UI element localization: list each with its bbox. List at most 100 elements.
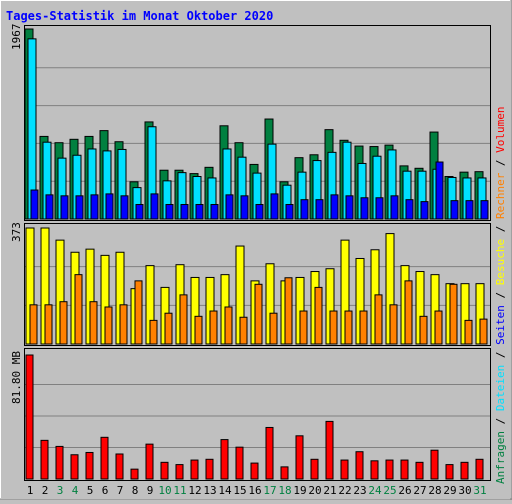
x-tick-label-day-12: 12 xyxy=(188,484,201,497)
legend-separator: / xyxy=(494,285,507,305)
x-tick-label-day-11: 11 xyxy=(173,484,186,497)
x-tick-label-day-19: 19 xyxy=(293,484,306,497)
x-tick-label-day-1: 1 xyxy=(27,484,34,497)
bar-sites-day-4 xyxy=(74,274,83,345)
legend-separator: / xyxy=(494,153,507,173)
panel-hits: 1967 xyxy=(10,24,491,221)
x-tick-label-day-17: 17 xyxy=(263,484,276,497)
x-tick-label-day-9: 9 xyxy=(147,484,154,497)
bar-volume-day-30 xyxy=(460,461,469,480)
bar-pages-day-14 xyxy=(225,194,234,220)
bar-volume-day-21 xyxy=(325,420,334,480)
bar-sites-day-31 xyxy=(479,318,488,345)
bar-volume-day-27 xyxy=(415,461,424,480)
bar-volume-day-9 xyxy=(145,443,154,480)
bar-volume-day-1 xyxy=(25,354,34,480)
bar-pages-day-13 xyxy=(210,204,219,220)
right-legend-vertical: Anfragen / Dateien / Seiten / Besuche / … xyxy=(494,106,507,484)
bar-pages-day-12 xyxy=(195,204,204,220)
bar-sites-day-14 xyxy=(224,306,233,345)
bar-pages-day-6 xyxy=(105,193,114,220)
x-tick-label-day-27: 27 xyxy=(413,484,426,497)
bar-sites-day-30 xyxy=(464,319,473,345)
bar-sites-day-11 xyxy=(179,294,188,345)
bar-sites-day-10 xyxy=(164,312,173,345)
y-max-label-volume: 81.80 MB xyxy=(10,351,23,404)
bar-pages-day-30 xyxy=(465,200,474,220)
bar-pages-day-26 xyxy=(405,199,414,220)
bar-pages-day-17 xyxy=(270,193,279,220)
legend-separator: / xyxy=(494,219,507,239)
bar-pages-day-27 xyxy=(420,201,429,220)
bar-pages-day-9 xyxy=(150,193,159,220)
bar-pages-day-5 xyxy=(90,194,99,220)
bar-pages-day-18 xyxy=(285,204,294,220)
x-tick-label-day-6: 6 xyxy=(102,484,109,497)
bar-sites-day-24 xyxy=(374,294,383,345)
bar-volume-day-18 xyxy=(280,466,289,480)
bar-pages-day-15 xyxy=(240,195,249,220)
x-axis-day-labels: 1 2 3 4 5 6 7 8 9 10 11 12 13 14 15 16 17 18 19 20 21 22 23 24 2… xyxy=(27,484,487,497)
legend-separator: / xyxy=(494,411,507,431)
bar-volume-day-14 xyxy=(220,439,229,480)
bar-pages-day-1 xyxy=(30,189,39,220)
bar-volume-day-8 xyxy=(130,468,139,480)
bar-volume-day-28 xyxy=(430,449,439,480)
x-tick-label-day-7: 7 xyxy=(117,484,124,497)
bar-sites-day-20 xyxy=(314,286,323,345)
chart-title: Tages-Statistik im Monat Oktober 2020 xyxy=(6,9,273,23)
legend-seiten: Seiten xyxy=(494,305,507,345)
bar-volume-day-29 xyxy=(445,464,454,480)
panel-visits: 373 xyxy=(10,222,491,346)
x-tick-label-day-20: 20 xyxy=(308,484,321,497)
bar-pages-day-28 xyxy=(435,161,444,220)
bar-pages-day-19 xyxy=(300,199,309,220)
bar-pages-day-23 xyxy=(360,197,369,220)
legend-besuche: Besuche xyxy=(494,239,507,285)
panel-hits-bars xyxy=(24,28,489,220)
bar-sites-day-1 xyxy=(29,304,38,345)
bar-volume-day-22 xyxy=(340,459,349,480)
bar-pages-day-22 xyxy=(345,195,354,220)
bar-sites-day-25 xyxy=(389,304,398,345)
bar-volume-day-13 xyxy=(205,458,214,480)
x-tick-label-day-14: 14 xyxy=(218,484,232,497)
bar-pages-day-3 xyxy=(60,195,69,220)
bar-volume-day-20 xyxy=(310,458,319,480)
legend-anfragen: Anfragen xyxy=(494,431,507,484)
panel-visits-bars xyxy=(25,227,488,345)
bar-volume-day-26 xyxy=(400,459,409,480)
bar-pages-day-16 xyxy=(255,204,264,220)
bar-volume-day-11 xyxy=(175,464,184,480)
x-tick-label-day-21: 21 xyxy=(323,484,336,497)
x-tick-label-day-23: 23 xyxy=(353,484,366,497)
x-tick-label-day-24: 24 xyxy=(368,484,382,497)
x-tick-label-day-8: 8 xyxy=(132,484,139,497)
x-tick-label-day-28: 28 xyxy=(428,484,441,497)
bar-pages-day-8 xyxy=(135,204,144,220)
bar-sites-day-9 xyxy=(149,319,158,345)
bar-pages-day-24 xyxy=(375,197,384,220)
x-tick-label-day-16: 16 xyxy=(248,484,261,497)
legend-separator: / xyxy=(494,345,507,365)
bar-sites-day-6 xyxy=(104,306,113,345)
bar-volume-day-12 xyxy=(190,459,199,480)
x-tick-label-day-15: 15 xyxy=(233,484,246,497)
bar-sites-day-3 xyxy=(59,301,68,345)
x-tick-label-day-18: 18 xyxy=(278,484,291,497)
y-max-label-hits: 1967 xyxy=(10,24,23,51)
bar-pages-day-29 xyxy=(450,200,459,220)
panel-volume: 81.80 MB xyxy=(10,348,491,481)
bar-sites-day-22 xyxy=(344,310,353,345)
bar-volume-day-15 xyxy=(235,446,244,480)
bar-pages-day-4 xyxy=(75,195,84,220)
x-tick-label-day-26: 26 xyxy=(398,484,411,497)
bar-sites-day-15 xyxy=(239,316,248,345)
bar-sites-day-26 xyxy=(404,280,413,345)
bar-pages-day-11 xyxy=(180,204,189,220)
panel-volume-bars xyxy=(25,354,484,480)
bar-sites-day-29 xyxy=(449,283,458,345)
legend-dateien: Dateien xyxy=(494,365,507,411)
bar-sites-day-18 xyxy=(284,277,293,345)
